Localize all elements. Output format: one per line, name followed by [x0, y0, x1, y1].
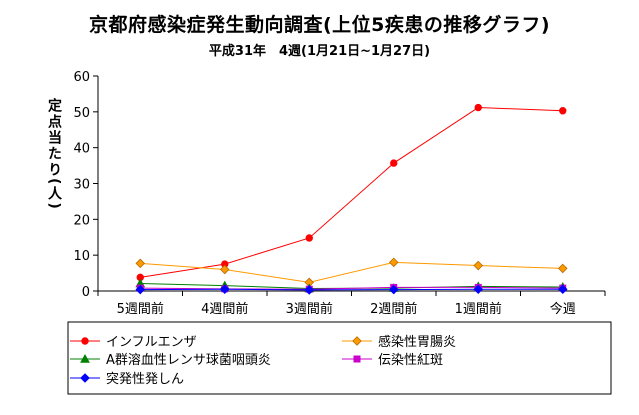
legend-item-2: 感染性胃腸炎	[342, 334, 456, 350]
y-tick-label: 30	[73, 178, 90, 193]
series-line	[140, 288, 563, 291]
series-5	[135, 284, 568, 295]
x-tick-label: 3週間前	[286, 301, 333, 317]
series-2	[135, 257, 568, 288]
data-point	[388, 257, 399, 268]
legend-item-5: 突発性発しん	[70, 371, 184, 387]
x-tick-label: 1週間前	[455, 301, 502, 317]
legend-marker	[80, 373, 90, 383]
data-point	[390, 159, 398, 167]
data-point	[305, 234, 313, 242]
y-tick-label: 20	[73, 213, 90, 228]
axes: 0 10 20 30 40 50 60 5週間前 4週間前 3週間前 2週間前 1週間前 今週	[73, 70, 606, 317]
x-tick-label: 5週間前	[117, 301, 164, 317]
data-point	[219, 284, 230, 294]
chart-title: 京都府感染症発生動向調査(上位5疾患の推移グラフ)	[88, 14, 551, 36]
data-point	[135, 258, 146, 269]
series-1	[136, 103, 567, 282]
data-point	[304, 285, 315, 295]
legend-label: 感染性胃腸炎	[378, 334, 456, 350]
legend-label: A群溶血性レンサ球菌咽頭炎	[106, 353, 271, 368]
legend-marker	[352, 336, 362, 346]
legend-marker	[353, 355, 361, 363]
y-tick-label: 10	[73, 249, 90, 264]
y-tick-label: 40	[73, 142, 90, 157]
data-point	[473, 260, 484, 271]
data-point	[559, 107, 567, 115]
legend-label: 突発性発しん	[106, 371, 184, 387]
y-tick-label: 0	[82, 285, 90, 300]
legend-item-3: A群溶血性レンサ球菌咽頭炎	[70, 353, 271, 368]
legend-label: 伝染性紅斑	[378, 353, 443, 368]
x-tick-label: 今週	[550, 301, 576, 317]
series-line	[140, 286, 563, 290]
y-axis-label: 定点当たり(人)	[46, 98, 62, 211]
x-tick-label: 2週間前	[370, 301, 417, 317]
data-point	[473, 284, 484, 294]
legend-marker	[81, 337, 89, 345]
chart-subtitle: 平成31年 4週(1月21日~1月27日)	[208, 44, 431, 59]
series-line	[140, 107, 563, 278]
series-line	[140, 261, 563, 283]
y-tick-label: 60	[73, 70, 90, 85]
legend-label: インフルエンザ	[106, 335, 197, 350]
legend-item-4: 伝染性紅斑	[342, 353, 443, 368]
data-point	[557, 263, 568, 274]
x-tick-label: 4週間前	[201, 301, 248, 317]
data-point	[135, 284, 146, 295]
data-point	[474, 103, 482, 112]
data-point	[388, 284, 399, 295]
legend-box	[67, 321, 612, 395]
data-point	[557, 284, 568, 294]
data-point	[219, 264, 230, 275]
legend-item-1: インフルエンザ	[70, 335, 197, 350]
legend-marker	[80, 353, 90, 363]
series-layer	[135, 103, 568, 295]
y-tick-label: 50	[73, 106, 90, 121]
